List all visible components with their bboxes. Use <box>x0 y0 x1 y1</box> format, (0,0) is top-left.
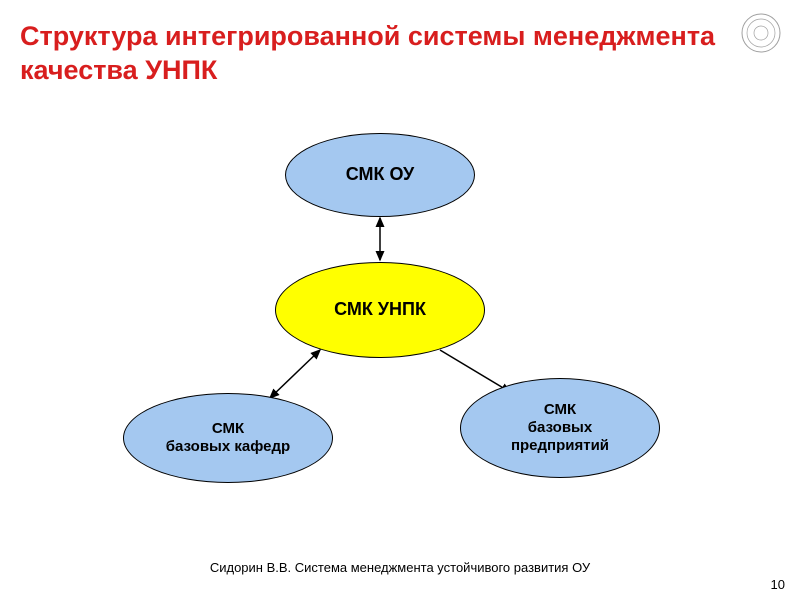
node-top: СМК ОУ <box>285 133 475 217</box>
node-center: СМК УНПК <box>275 262 485 358</box>
node-right: СМК базовых предприятий <box>460 378 660 478</box>
node-left: СМК базовых кафедр <box>123 393 333 483</box>
arrow-2 <box>440 350 510 392</box>
footer-text: Сидорин В.В. Система менеджмента устойчи… <box>0 560 800 575</box>
page-number: 10 <box>771 577 785 592</box>
arrow-1 <box>270 350 320 398</box>
diagram-container: СМК ОУ СМК УНПК СМК базовых кафедр СМК базо… <box>0 0 800 600</box>
